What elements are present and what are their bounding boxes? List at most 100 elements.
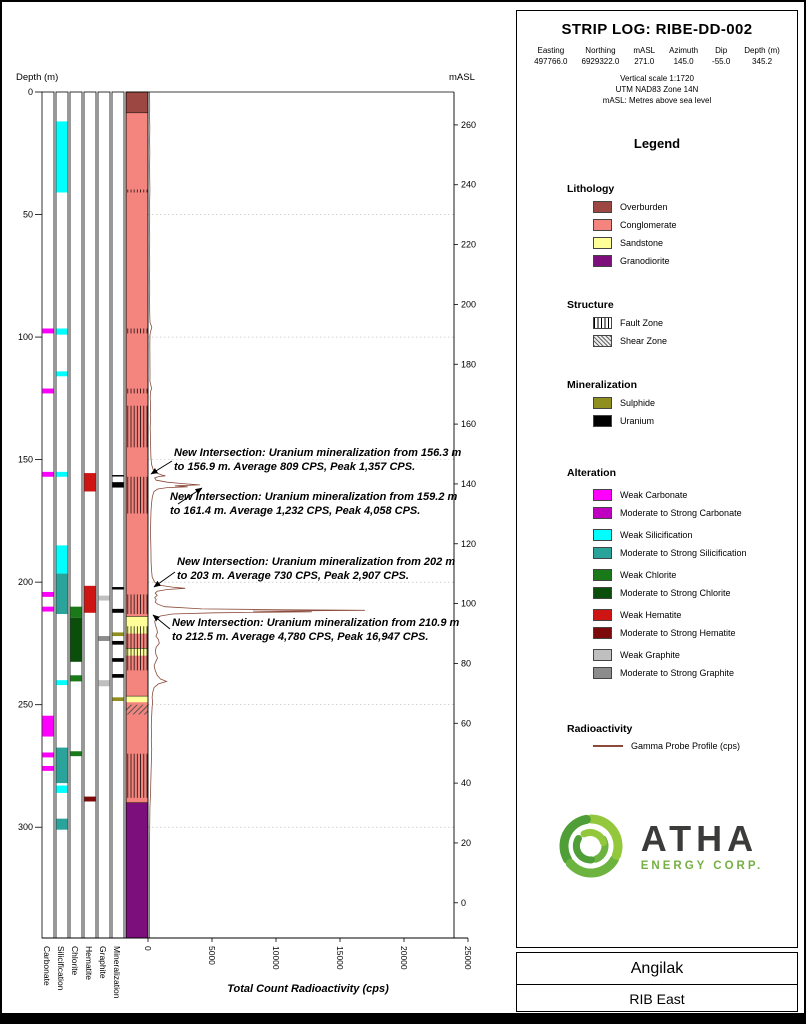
svg-text:180: 180 [461,359,476,369]
collar-field: Azimuth 145.0 [662,46,705,66]
legend-item: Moderate to Strong Hematite [567,627,797,640]
map-notes: Vertical scale 1:1720 UTM NAD83 Zone 14N m… [517,74,797,106]
svg-text:0: 0 [28,87,33,97]
svg-text:Mineralization: Mineralization [112,946,122,999]
shear-zone-swatch [593,335,612,348]
depth-gridlines [148,214,454,828]
atha-logo-emblem [559,814,623,878]
svg-text:120: 120 [461,539,476,549]
svg-text:20: 20 [461,838,471,848]
annotation-arrows [150,460,203,630]
atha-logo: ATHA ENERGY CORP. [517,806,797,886]
svg-text:Depth (m): Depth (m) [16,72,58,83]
intersection-annotation-4: New Intersection: Uranium mineralization… [172,617,460,644]
svg-text:100: 100 [18,332,33,342]
svg-text:0: 0 [143,946,153,951]
intersection-annotation-2: New Intersection: Uranium mineralization… [170,491,458,518]
note-line: Vertical scale 1:1720 [620,74,694,83]
title-block: Angilak RIB East [516,952,798,1012]
legend-item-label: Gamma Probe Profile (cps) [631,741,741,752]
svg-text:60: 60 [461,718,471,728]
svg-text:15000: 15000 [335,946,345,970]
legend-item: Moderate to Strong Chlorite [567,587,797,600]
svg-text:20000: 20000 [399,946,409,970]
legend-alteration-group: Weak Hematite Moderate to Strong Hematite [567,609,797,640]
color-swatch [593,547,612,560]
legend-structure: Structure Fault Zone Shear Zone [517,299,797,348]
legend-item: Moderate to Strong Carbonate [567,507,797,520]
collar-field-label: Azimuth [669,46,699,55]
legend-item: Sulphide [567,397,797,410]
svg-text:160: 160 [461,419,476,429]
legend-item: Conglomerate [567,219,797,232]
collar-field: Northing 6929322.0 [575,46,627,66]
intersection-annotation-1: New Intersection: Uranium mineralization… [174,447,462,474]
color-swatch [593,255,612,268]
collar-field: Easting 497766.0 [527,46,574,66]
lithology-column [125,91,149,939]
collar-field-value: 145.0 [673,57,694,66]
collar-info: Easting 497766.0 Northing 6929322.0 mASL 271.… [517,46,797,66]
color-swatch [593,219,612,232]
legend-item: Moderate to Strong Silicification [567,547,797,560]
legend-item-label: Sandstone [620,238,664,249]
collar-field-value: 497766.0 [534,57,568,66]
note-line: UTM NAD83 Zone 14N [615,84,699,94]
legend-sections: Lithology Overburden Conglomerate Sandstone… [517,183,797,751]
legend-item-label: Weak Silicification [620,530,693,541]
legend-alteration-group: Weak Silicification Moderate to Strong Si… [567,529,797,560]
legend-item: Granodiorite [567,255,797,268]
color-swatch [593,529,612,542]
legend-item-label: Shear Zone [620,336,668,347]
atha-logo-tagline: ENERGY CORP. [640,859,764,872]
legend-item-label: Moderate to Strong Graphite [620,668,735,679]
gamma-line-swatch [593,745,623,748]
legend-radioactivity: Radioactivity Gamma Probe Profile (cps) [517,723,797,751]
legend-item: Weak Silicification [567,529,797,542]
color-swatch [593,649,612,662]
legend-alteration-group: Weak Carbonate Moderate to Strong Carbona… [567,489,797,520]
collar-field: mASL 271.0 [626,46,662,66]
svg-text:0: 0 [461,898,466,908]
svg-text:200: 200 [18,577,33,587]
intersection-annotation-3: New Intersection: Uranium mineralization… [177,556,456,583]
svg-text:Silicification: Silicification [56,946,66,991]
collar-field-label: Dip [715,46,728,55]
color-swatch [593,397,612,410]
collar-field-label: Northing [585,46,616,55]
svg-text:25000: 25000 [463,946,473,970]
svg-text:50: 50 [23,210,33,220]
color-swatch [593,587,612,600]
svg-text:240: 240 [461,180,476,190]
legend-alteration-group: Weak Chlorite Moderate to Strong Chlorite [567,569,797,600]
legend-item-label: Moderate to Strong Chlorite [620,588,731,599]
color-swatch [593,507,612,520]
legend-item: Overburden [567,201,797,214]
legend-item-label: Weak Chlorite [620,570,677,581]
atha-logo-name: ATHA [640,817,759,859]
collar-field-value: 345.2 [752,57,773,66]
note-line: mASL: Metres above sea level [602,95,712,105]
svg-text:Total Count Radioactivity (cps: Total Count Radioactivity (cps) [227,983,389,995]
color-swatch [593,415,612,428]
svg-text:80: 80 [461,658,471,668]
svg-text:Hematite: Hematite [84,946,94,980]
legend-section-title: Lithology [567,183,615,196]
collar-field-value: -55.0 [712,57,731,66]
svg-text:250: 250 [18,700,33,710]
legend-item-label: Fault Zone [620,318,664,329]
legend-item: Weak Chlorite [567,569,797,582]
svg-text:300: 300 [18,822,33,832]
legend-section-title: Mineralization [567,379,638,392]
legend-title: Legend [633,136,681,152]
legend-item: Shear Zone [567,335,797,348]
legend-item: Gamma Probe Profile (cps) [567,741,797,751]
legend-item-label: Moderate to Strong Hematite [620,628,736,639]
svg-text:100: 100 [461,599,476,609]
svg-text:5000: 5000 [207,946,217,965]
svg-text:260: 260 [461,120,476,130]
collar-field: Depth (m) 345.2 [737,46,787,66]
